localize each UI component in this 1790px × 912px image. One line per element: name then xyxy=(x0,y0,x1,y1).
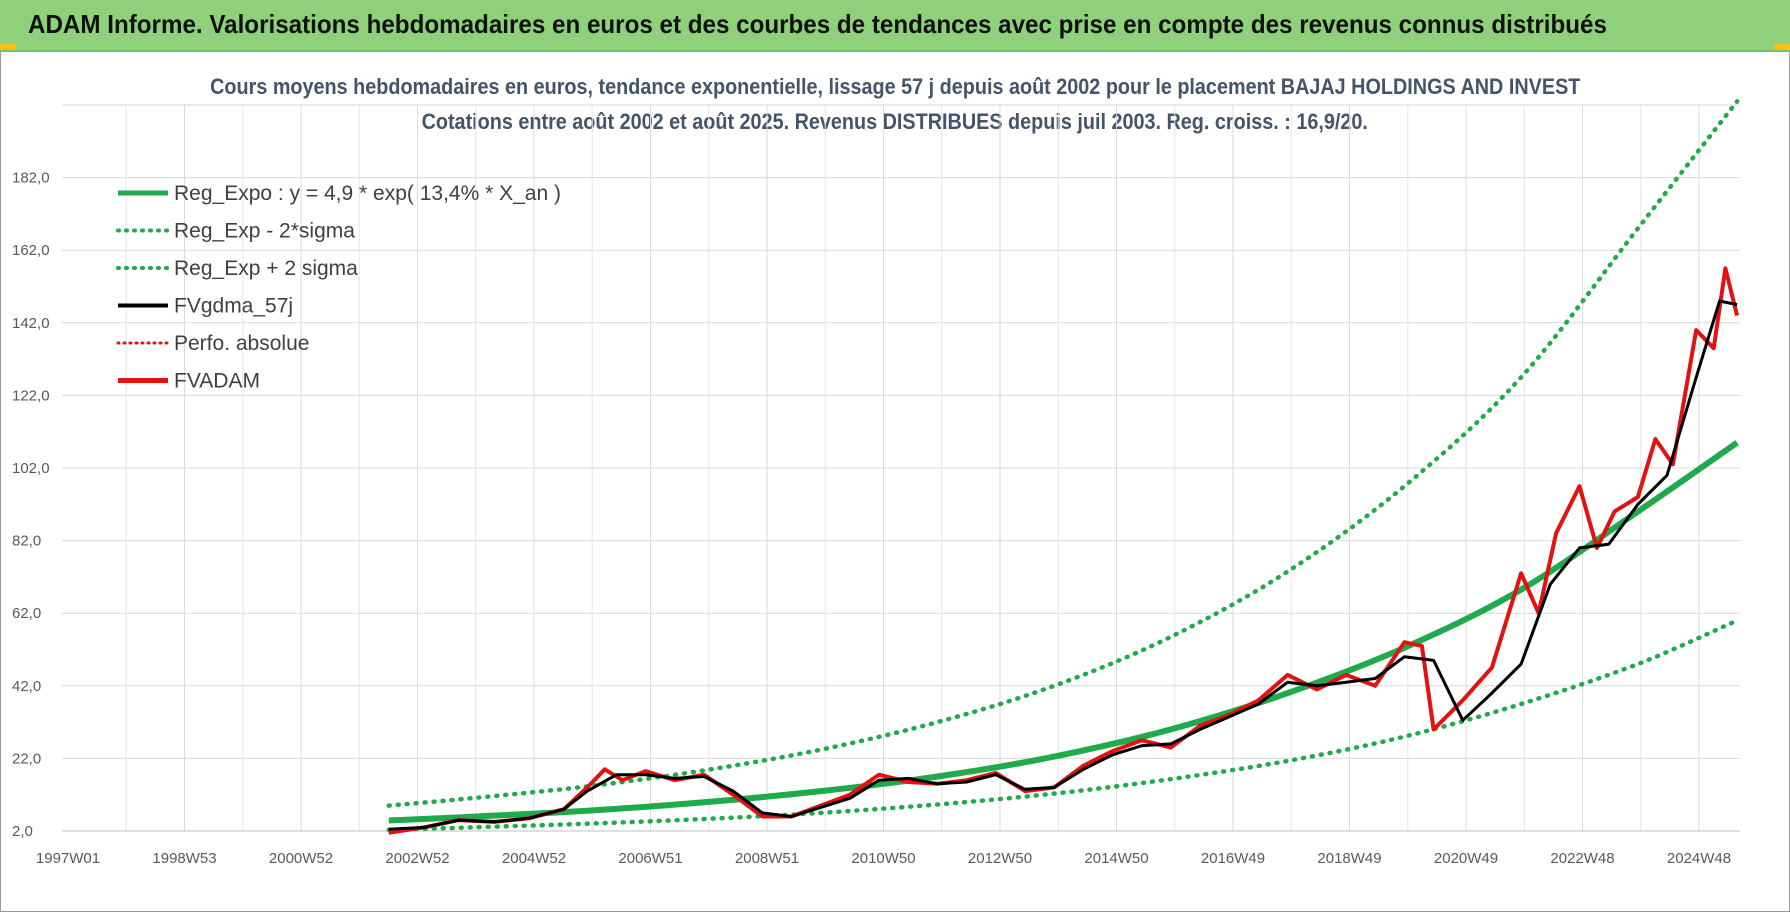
x-tick-label: 2018W49 xyxy=(1317,850,1381,867)
legend-label: FVgdma_57j xyxy=(174,295,293,318)
y-tick-label: 122,0 xyxy=(12,387,50,404)
grid-lines xyxy=(62,104,1740,832)
series-reg-expo xyxy=(388,440,1739,824)
chart-subtitle: Cotations entre août 2002 et août 2025. … xyxy=(421,109,1369,134)
series-fvadam xyxy=(388,266,1740,835)
series-layer xyxy=(386,99,1740,835)
legend: Reg_Expo : y = 4,9 * exp( 13,4% * X_an )… xyxy=(116,182,561,393)
legend-label: Perfo. absolue xyxy=(174,332,309,355)
y-tick-label: 62,0 xyxy=(12,605,41,622)
x-tick-label: 2006W51 xyxy=(618,850,682,867)
corner-marker xyxy=(1774,44,1790,50)
corner-marker xyxy=(0,44,16,50)
legend-label: Reg_Expo : y = 4,9 * exp( 13,4% * X_an ) xyxy=(174,182,561,205)
report-banner: ADAM Informe. Valorisations hebdomadaire… xyxy=(0,0,1790,52)
x-tick-label: 2020W49 xyxy=(1434,850,1498,867)
y-tick-label: 102,0 xyxy=(12,460,50,477)
banner-title: ADAM Informe. Valorisations hebdomadaire… xyxy=(28,9,1607,39)
x-tick-label: 2024W48 xyxy=(1667,850,1731,867)
x-tick-label: 2004W52 xyxy=(502,850,566,867)
legend-label: Reg_Exp + 2 sigma xyxy=(174,257,358,280)
x-tick-label: 2010W50 xyxy=(851,850,915,867)
series-fvgdma-57j xyxy=(388,299,1738,831)
series-reg-plus-2sigma xyxy=(386,99,1740,808)
x-tick-label: 2012W50 xyxy=(968,850,1032,867)
chart-title: Cours moyens hebdomadaires en euros, ten… xyxy=(209,74,1581,99)
x-tick-label: 1997W01 xyxy=(36,850,100,867)
x-tick-label: 2008W51 xyxy=(735,850,799,867)
x-tick-label: 2002W52 xyxy=(385,850,449,867)
x-tick-label: 2022W48 xyxy=(1550,850,1614,867)
y-tick-label: 82,0 xyxy=(12,533,41,550)
y-tick-label: 162,0 xyxy=(12,242,50,259)
y-tick-label: 2,0 xyxy=(12,823,33,840)
x-tick-label: 2014W50 xyxy=(1084,850,1148,867)
y-tick-label: 142,0 xyxy=(12,315,50,332)
y-tick-label: 22,0 xyxy=(12,750,41,767)
x-tick-label: 2000W52 xyxy=(269,850,333,867)
legend-label: Reg_Exp - 2*sigma xyxy=(174,220,355,243)
x-tick-label: 1998W53 xyxy=(152,850,216,867)
series-reg-minus-2sigma xyxy=(386,618,1740,833)
y-axis-ticks: 2,0 22,0 42,0 62,0 82,0 102,0 122,0 142,0 162,0 1… xyxy=(12,170,50,840)
x-tick-label: 2016W49 xyxy=(1201,850,1265,867)
y-tick-label: 42,0 xyxy=(12,678,41,695)
y-tick-label: 182,0 xyxy=(12,170,50,187)
x-axis-ticks: 1997W01 1998W53 2000W52 2002W52 2004W52 2006W… xyxy=(36,850,1731,867)
legend-label: FVADAM xyxy=(174,370,260,393)
